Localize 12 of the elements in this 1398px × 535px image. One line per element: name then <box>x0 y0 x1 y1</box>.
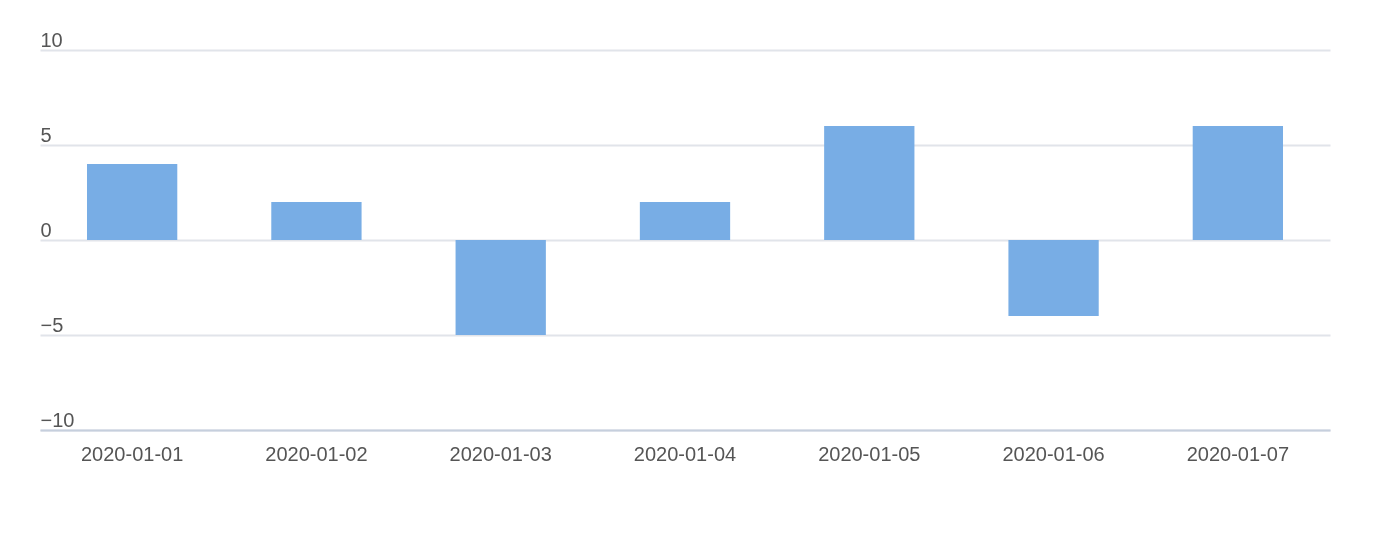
x-tick-label: 2020-01-03 <box>449 442 552 465</box>
x-tick-label: 2020-01-04 <box>633 442 737 465</box>
y-tick-label: −5 <box>40 313 64 336</box>
x-tick-label: 2020-01-02 <box>265 442 368 465</box>
y-tick-label: −10 <box>40 408 75 431</box>
y-tick-label: 10 <box>40 28 63 51</box>
y-tick-label: 5 <box>40 123 52 146</box>
x-tick-label: 2020-01-05 <box>818 442 921 465</box>
y-tick-label: 0 <box>40 218 52 241</box>
x-tick-label: 2020-01-07 <box>1186 442 1290 465</box>
x-tick-label: 2020-01-01 <box>80 442 184 465</box>
x-tick-label: 2020-01-06 <box>1002 442 1105 465</box>
